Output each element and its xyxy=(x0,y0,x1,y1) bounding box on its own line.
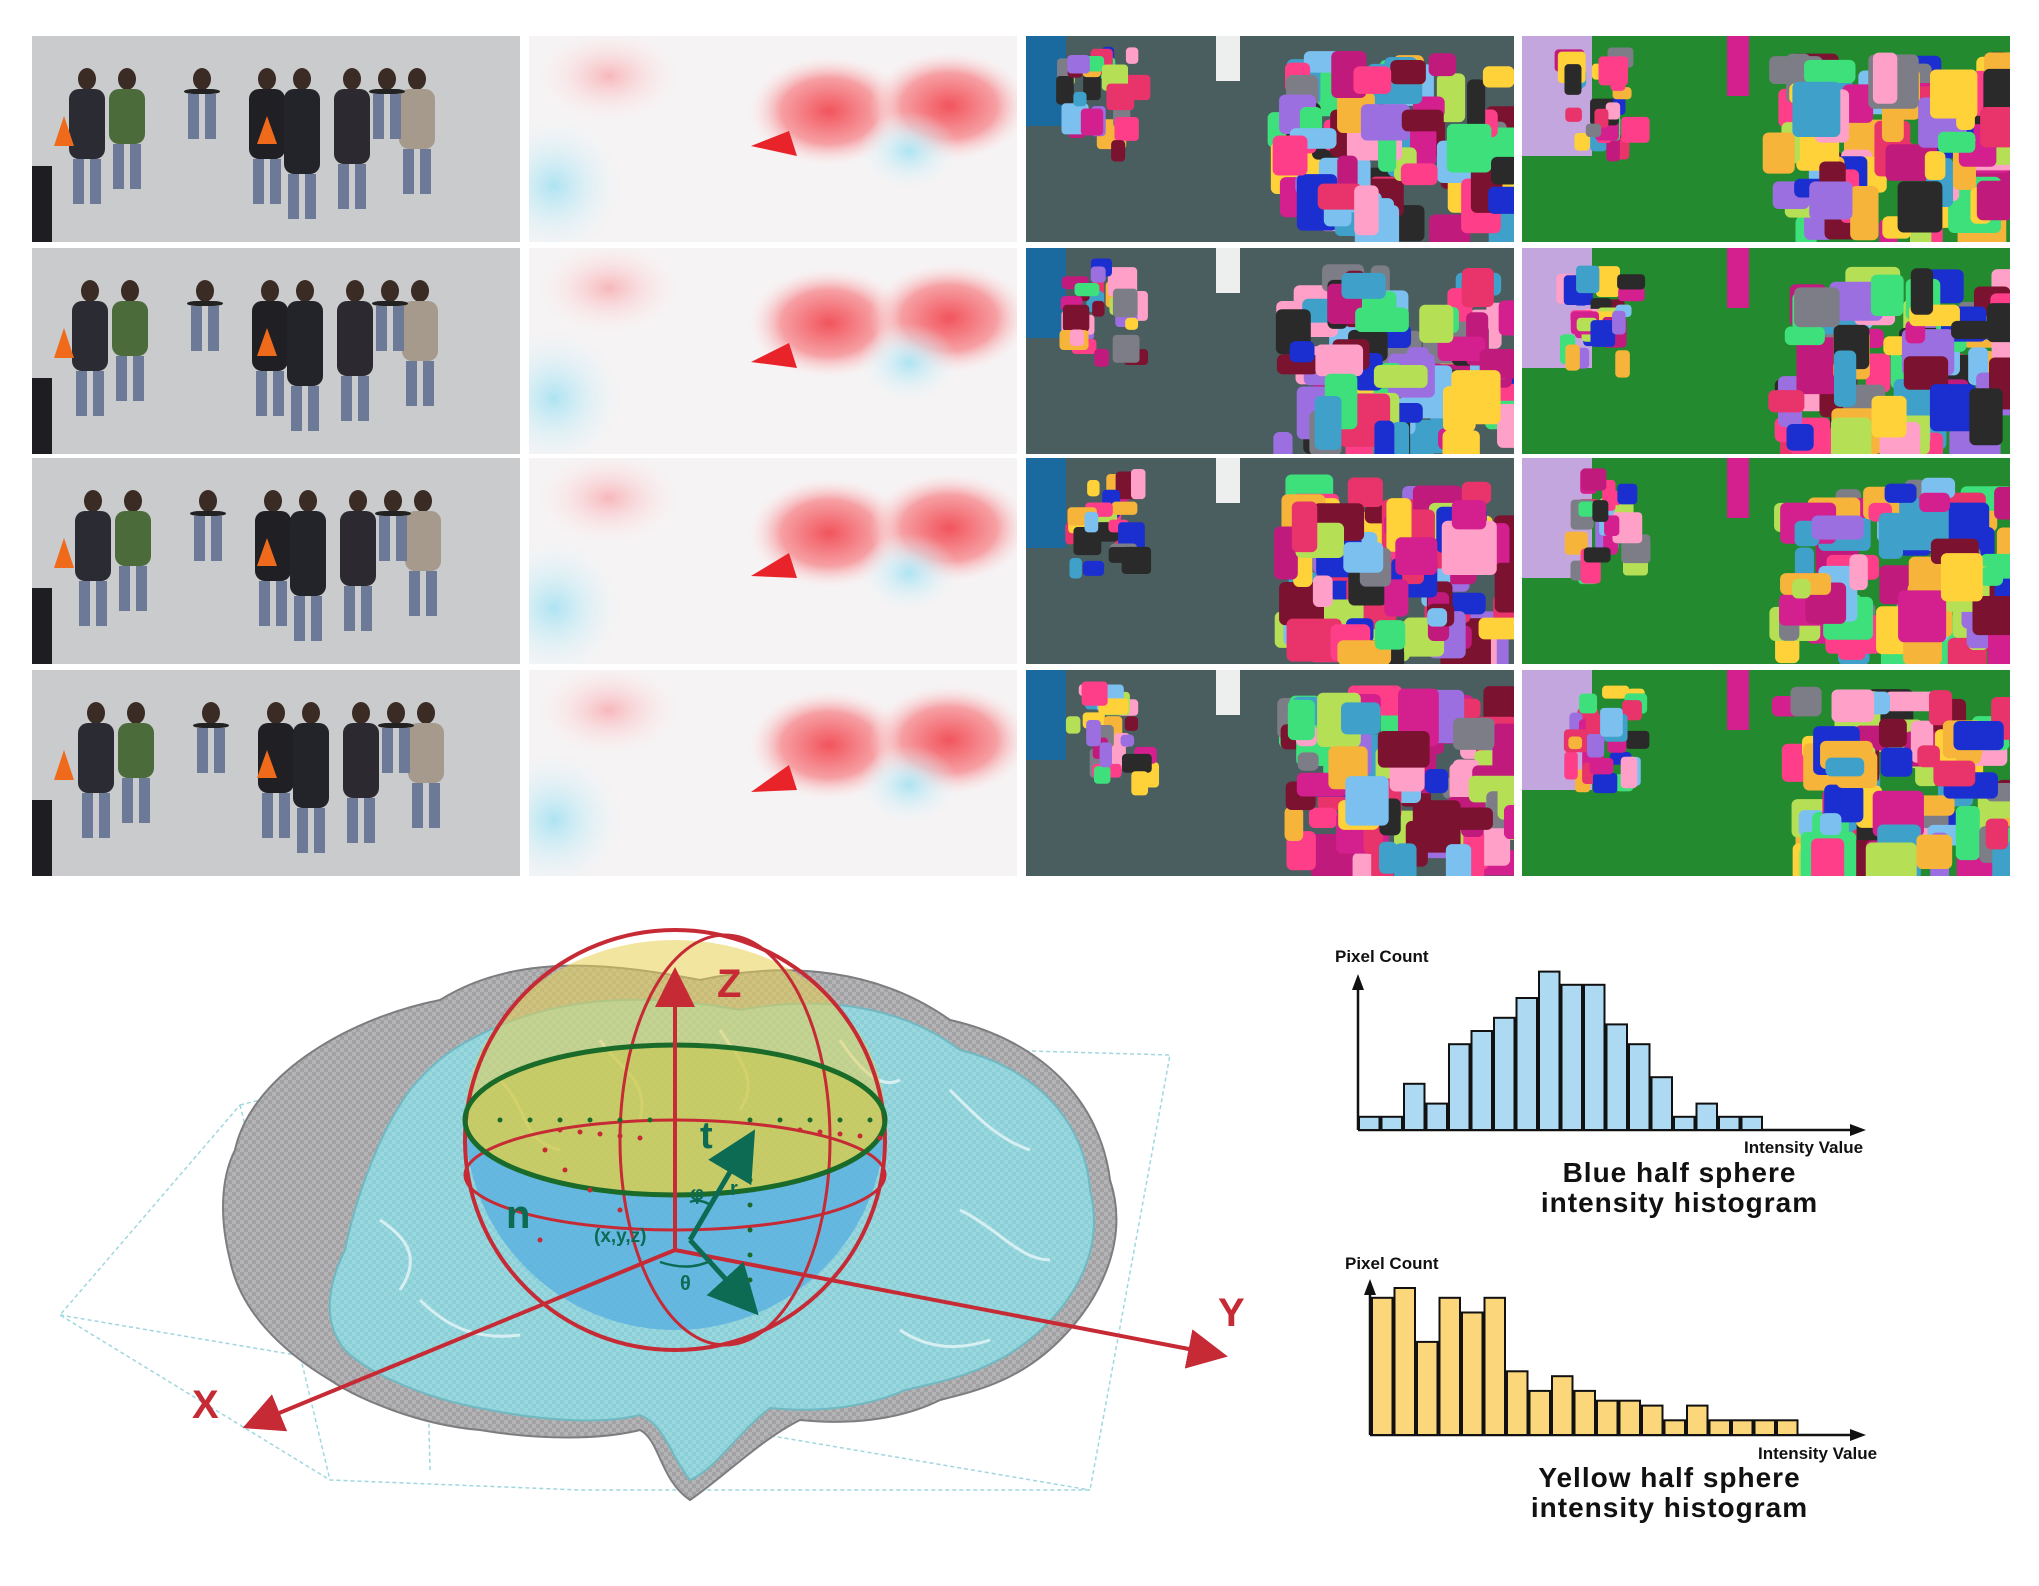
yellow-histogram-bar xyxy=(1506,1370,1529,1437)
blue-histogram-bar xyxy=(1538,970,1561,1131)
yellow-histogram-bar xyxy=(1461,1311,1484,1436)
blue-histogram-bar xyxy=(1448,1043,1471,1131)
blue-histogram-bar xyxy=(1740,1115,1763,1132)
segmentation-dark-frame xyxy=(1026,248,1514,454)
yellow-caption-line2: intensity histogram xyxy=(1530,1492,1809,1523)
yellow-histogram-bars xyxy=(1371,1287,1799,1437)
optical-flow-frame xyxy=(529,458,1017,664)
r-label: r xyxy=(730,1178,738,1200)
yellow-histogram-bar xyxy=(1776,1419,1799,1437)
segmentation-green-frame xyxy=(1522,458,2010,664)
photo-frame xyxy=(32,458,520,664)
yellow-histogram-caption: Yellow half sphere intensity histogram xyxy=(1310,1463,2029,1523)
blue-y-axis-label: Pixel Count xyxy=(1335,947,1429,966)
sphere-diagram: Z Y X t n (x,y,z) φ r θ xyxy=(58,928,1245,1502)
yellow-histogram-bar xyxy=(1731,1419,1754,1437)
blue-histogram-bar xyxy=(1470,1030,1493,1131)
blue-histogram-plot: Pixel Count Intensity Value xyxy=(1335,947,1866,1157)
yellow-histogram-bar xyxy=(1618,1399,1641,1436)
blue-histogram-bar xyxy=(1403,1082,1426,1132)
x-axis xyxy=(242,1248,676,1432)
yellow-histogram-bar xyxy=(1393,1287,1416,1436)
yellow-histogram-bar xyxy=(1551,1375,1574,1436)
blue-histogram-bar xyxy=(1605,1023,1628,1131)
point-label: (x,y,z) xyxy=(594,1226,646,1247)
photo-frame xyxy=(32,670,520,876)
local-frame xyxy=(659,1129,759,1316)
yellow-x-axis-label: Intensity Value xyxy=(1758,1444,1877,1463)
optical-flow-frame xyxy=(529,670,1017,876)
yellow-caption-line1: Yellow half sphere xyxy=(1538,1462,1801,1493)
yellow-histogram-bar xyxy=(1483,1296,1506,1436)
yellow-histogram-bar xyxy=(1371,1296,1394,1436)
frame-grid xyxy=(32,36,2010,876)
blue-histogram-bar xyxy=(1493,1016,1516,1131)
x-axis-label: X xyxy=(192,1383,219,1427)
blue-histogram-bar xyxy=(1425,1102,1448,1132)
blue-caption-line1: Blue half sphere xyxy=(1562,1157,1797,1188)
yellow-y-axis-label: Pixel Count xyxy=(1345,1254,1439,1273)
segmentation-green-frame xyxy=(1522,248,2010,454)
yellow-histogram-bar xyxy=(1753,1419,1776,1437)
coordinate-axes xyxy=(242,967,1228,1432)
yellow-histogram-bar xyxy=(1663,1419,1686,1437)
blue-x-axis-label: Intensity Value xyxy=(1744,1138,1863,1157)
y-axis-label: Y xyxy=(1218,1291,1245,1335)
segmentation-dark-frame xyxy=(1026,458,1514,664)
normal-label: n xyxy=(506,1193,530,1237)
blue-histogram-bar xyxy=(1695,1102,1718,1132)
phi-label: φ xyxy=(690,1183,704,1205)
yellow-histogram-bar xyxy=(1686,1404,1709,1437)
segmentation-green-frame xyxy=(1522,36,2010,242)
theta-label: θ xyxy=(680,1273,691,1295)
yellow-histogram-bar xyxy=(1596,1399,1619,1436)
photo-frame xyxy=(32,36,520,242)
blue-caption-line2: intensity histogram xyxy=(1540,1187,1819,1218)
yellow-histogram-bar xyxy=(1438,1296,1461,1436)
photo-frame xyxy=(32,248,520,454)
tangent-vector xyxy=(687,1129,756,1242)
segmentation-green-frame xyxy=(1522,670,2010,876)
z-axis-label: Z xyxy=(717,962,741,1006)
blue-histogram-bar xyxy=(1380,1115,1403,1132)
blue-histogram-bar xyxy=(1718,1115,1741,1132)
yellow-histogram-plot: Pixel Count Intensity Value xyxy=(1345,1254,1877,1463)
blue-histogram-bar xyxy=(1628,1043,1651,1131)
blue-histogram-bar xyxy=(1650,1076,1673,1131)
yellow-histogram-bar xyxy=(1528,1389,1551,1436)
theta-vector xyxy=(688,1238,759,1316)
yellow-histogram-bar xyxy=(1708,1419,1731,1437)
tangent-label: t xyxy=(700,1115,713,1157)
blue-histogram-bar xyxy=(1583,983,1606,1131)
segmentation-dark-frame xyxy=(1026,670,1514,876)
yellow-histogram-bar xyxy=(1641,1404,1664,1437)
blue-histogram-bar xyxy=(1673,1115,1696,1132)
optical-flow-frame xyxy=(529,36,1017,242)
blue-histogram-bar xyxy=(1560,983,1583,1131)
segmentation-dark-frame xyxy=(1026,36,1514,242)
blue-histogram-bars xyxy=(1358,970,1763,1132)
blue-histogram-caption: Blue half sphere intensity histogram xyxy=(1320,1158,2039,1218)
yellow-histogram-bar xyxy=(1416,1340,1439,1436)
blue-histogram-bar xyxy=(1515,997,1538,1131)
blue-histogram: Pixel Count Intensity Value Blue half sp… xyxy=(1320,930,2039,1270)
yellow-histogram-bar xyxy=(1573,1389,1596,1436)
optical-flow-frame xyxy=(529,248,1017,454)
y-axis xyxy=(674,1248,1228,1369)
yellow-histogram: Pixel Count Intensity Value Yellow half … xyxy=(1320,1245,2039,1585)
blue-histogram-bar xyxy=(1358,1115,1381,1132)
